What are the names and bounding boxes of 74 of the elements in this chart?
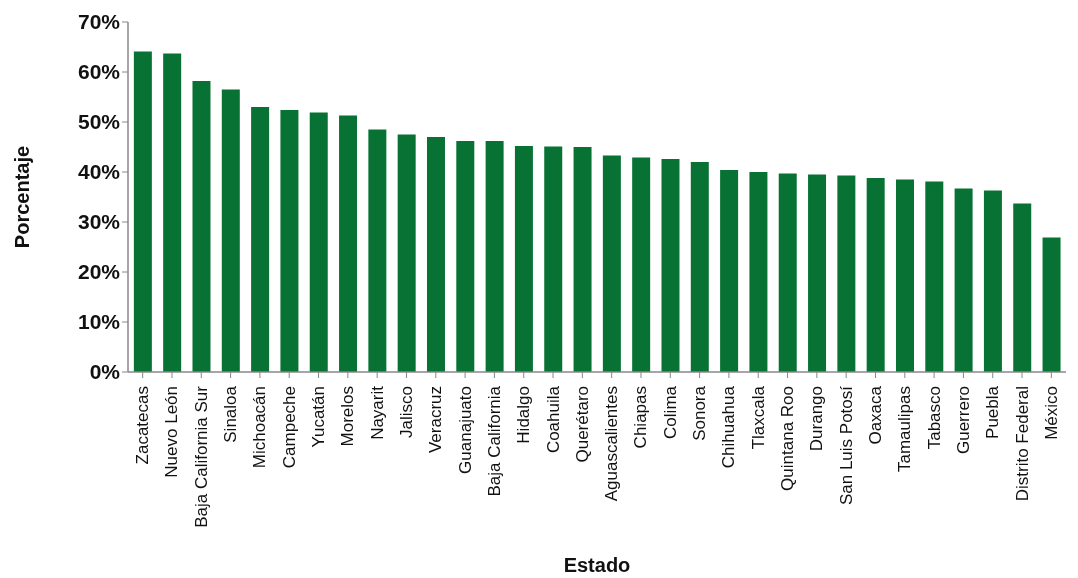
bar <box>895 179 914 372</box>
y-tick-label: 30% <box>77 210 121 234</box>
x-tick-label: Guanajuato <box>455 386 475 474</box>
x-tick-label: Sinaloa <box>221 385 241 443</box>
x-tick-label: Colima <box>660 385 680 439</box>
bar <box>163 53 182 372</box>
bar <box>690 162 709 372</box>
x-tick-label: San Luis Potosí <box>836 385 856 506</box>
bar <box>983 190 1002 372</box>
x-tick-label: Oaxaca <box>865 385 885 445</box>
x-tick-label: Campeche <box>279 386 299 469</box>
bar <box>221 89 240 372</box>
y-axis-title: Porcentaje <box>11 145 34 249</box>
bar <box>280 110 299 372</box>
bar <box>749 172 768 372</box>
x-tick-label: Baja California <box>484 385 504 497</box>
x-tick-label: Hidalgo <box>514 386 534 444</box>
x-tick-label: Yucatán <box>309 386 329 448</box>
x-tick-label: Quintana Roo <box>778 386 798 491</box>
bar <box>954 188 973 372</box>
y-tick-label: 40% <box>77 160 121 184</box>
bar <box>1042 237 1061 372</box>
x-tick-label: Jalisco <box>396 386 416 438</box>
x-tick-label: Tabasco <box>924 386 944 450</box>
bar <box>133 51 152 372</box>
x-tick-label: Querétaro <box>572 386 592 463</box>
bar <box>925 181 944 372</box>
y-tick-label: 60% <box>77 60 121 84</box>
bar <box>778 173 797 372</box>
bar <box>368 129 387 372</box>
bar <box>602 155 621 372</box>
bar <box>1013 203 1032 372</box>
bar <box>720 170 739 372</box>
x-tick-label: Tamaulipas <box>895 386 915 472</box>
x-tick-label: Chiapas <box>631 386 651 449</box>
x-tick-label: Morelos <box>338 386 358 447</box>
bar <box>661 159 680 372</box>
x-tick-label: Puebla <box>983 385 1003 439</box>
bar <box>866 178 885 372</box>
y-tick-label: 50% <box>77 110 121 134</box>
bar <box>251 107 270 372</box>
x-tick-label: Baja California Sur <box>191 385 211 528</box>
x-tick-label: Veracruz <box>426 386 446 454</box>
x-tick-label: Durango <box>807 386 827 452</box>
x-tick-label: Aguascalientes <box>602 386 622 502</box>
x-tick-label: Guerrero <box>953 386 973 455</box>
bar <box>397 134 416 372</box>
x-tick-label: Nayarit <box>367 385 387 440</box>
x-tick-label: Coahuila <box>543 385 563 454</box>
x-tick-label: Tlaxcala <box>748 385 768 450</box>
bar <box>456 141 475 372</box>
bar <box>808 174 827 372</box>
x-tick-label: Chihuahua <box>719 385 739 469</box>
x-tick-label: México <box>1041 386 1061 440</box>
bar <box>192 81 211 372</box>
bar <box>632 157 651 372</box>
y-tick-label: 70% <box>77 10 121 34</box>
bar <box>573 147 592 372</box>
x-tick-label: Distrito Federal <box>1012 386 1032 502</box>
bar <box>485 141 504 372</box>
x-axis-title: Estado <box>563 554 631 576</box>
y-tick-label: 0% <box>89 360 121 384</box>
x-tick-label: Sonora <box>690 385 710 441</box>
x-tick-label: Nuevo León <box>162 386 182 478</box>
bar <box>837 175 856 372</box>
bar <box>544 146 563 372</box>
y-tick-label: 20% <box>77 260 121 284</box>
bar <box>426 137 445 372</box>
bar <box>339 115 358 372</box>
y-tick-label: 10% <box>77 310 121 334</box>
bar <box>514 146 533 372</box>
x-tick-label: Zacatecas <box>133 386 153 465</box>
x-tick-label: Michoacán <box>250 386 270 469</box>
bar <box>309 112 328 372</box>
